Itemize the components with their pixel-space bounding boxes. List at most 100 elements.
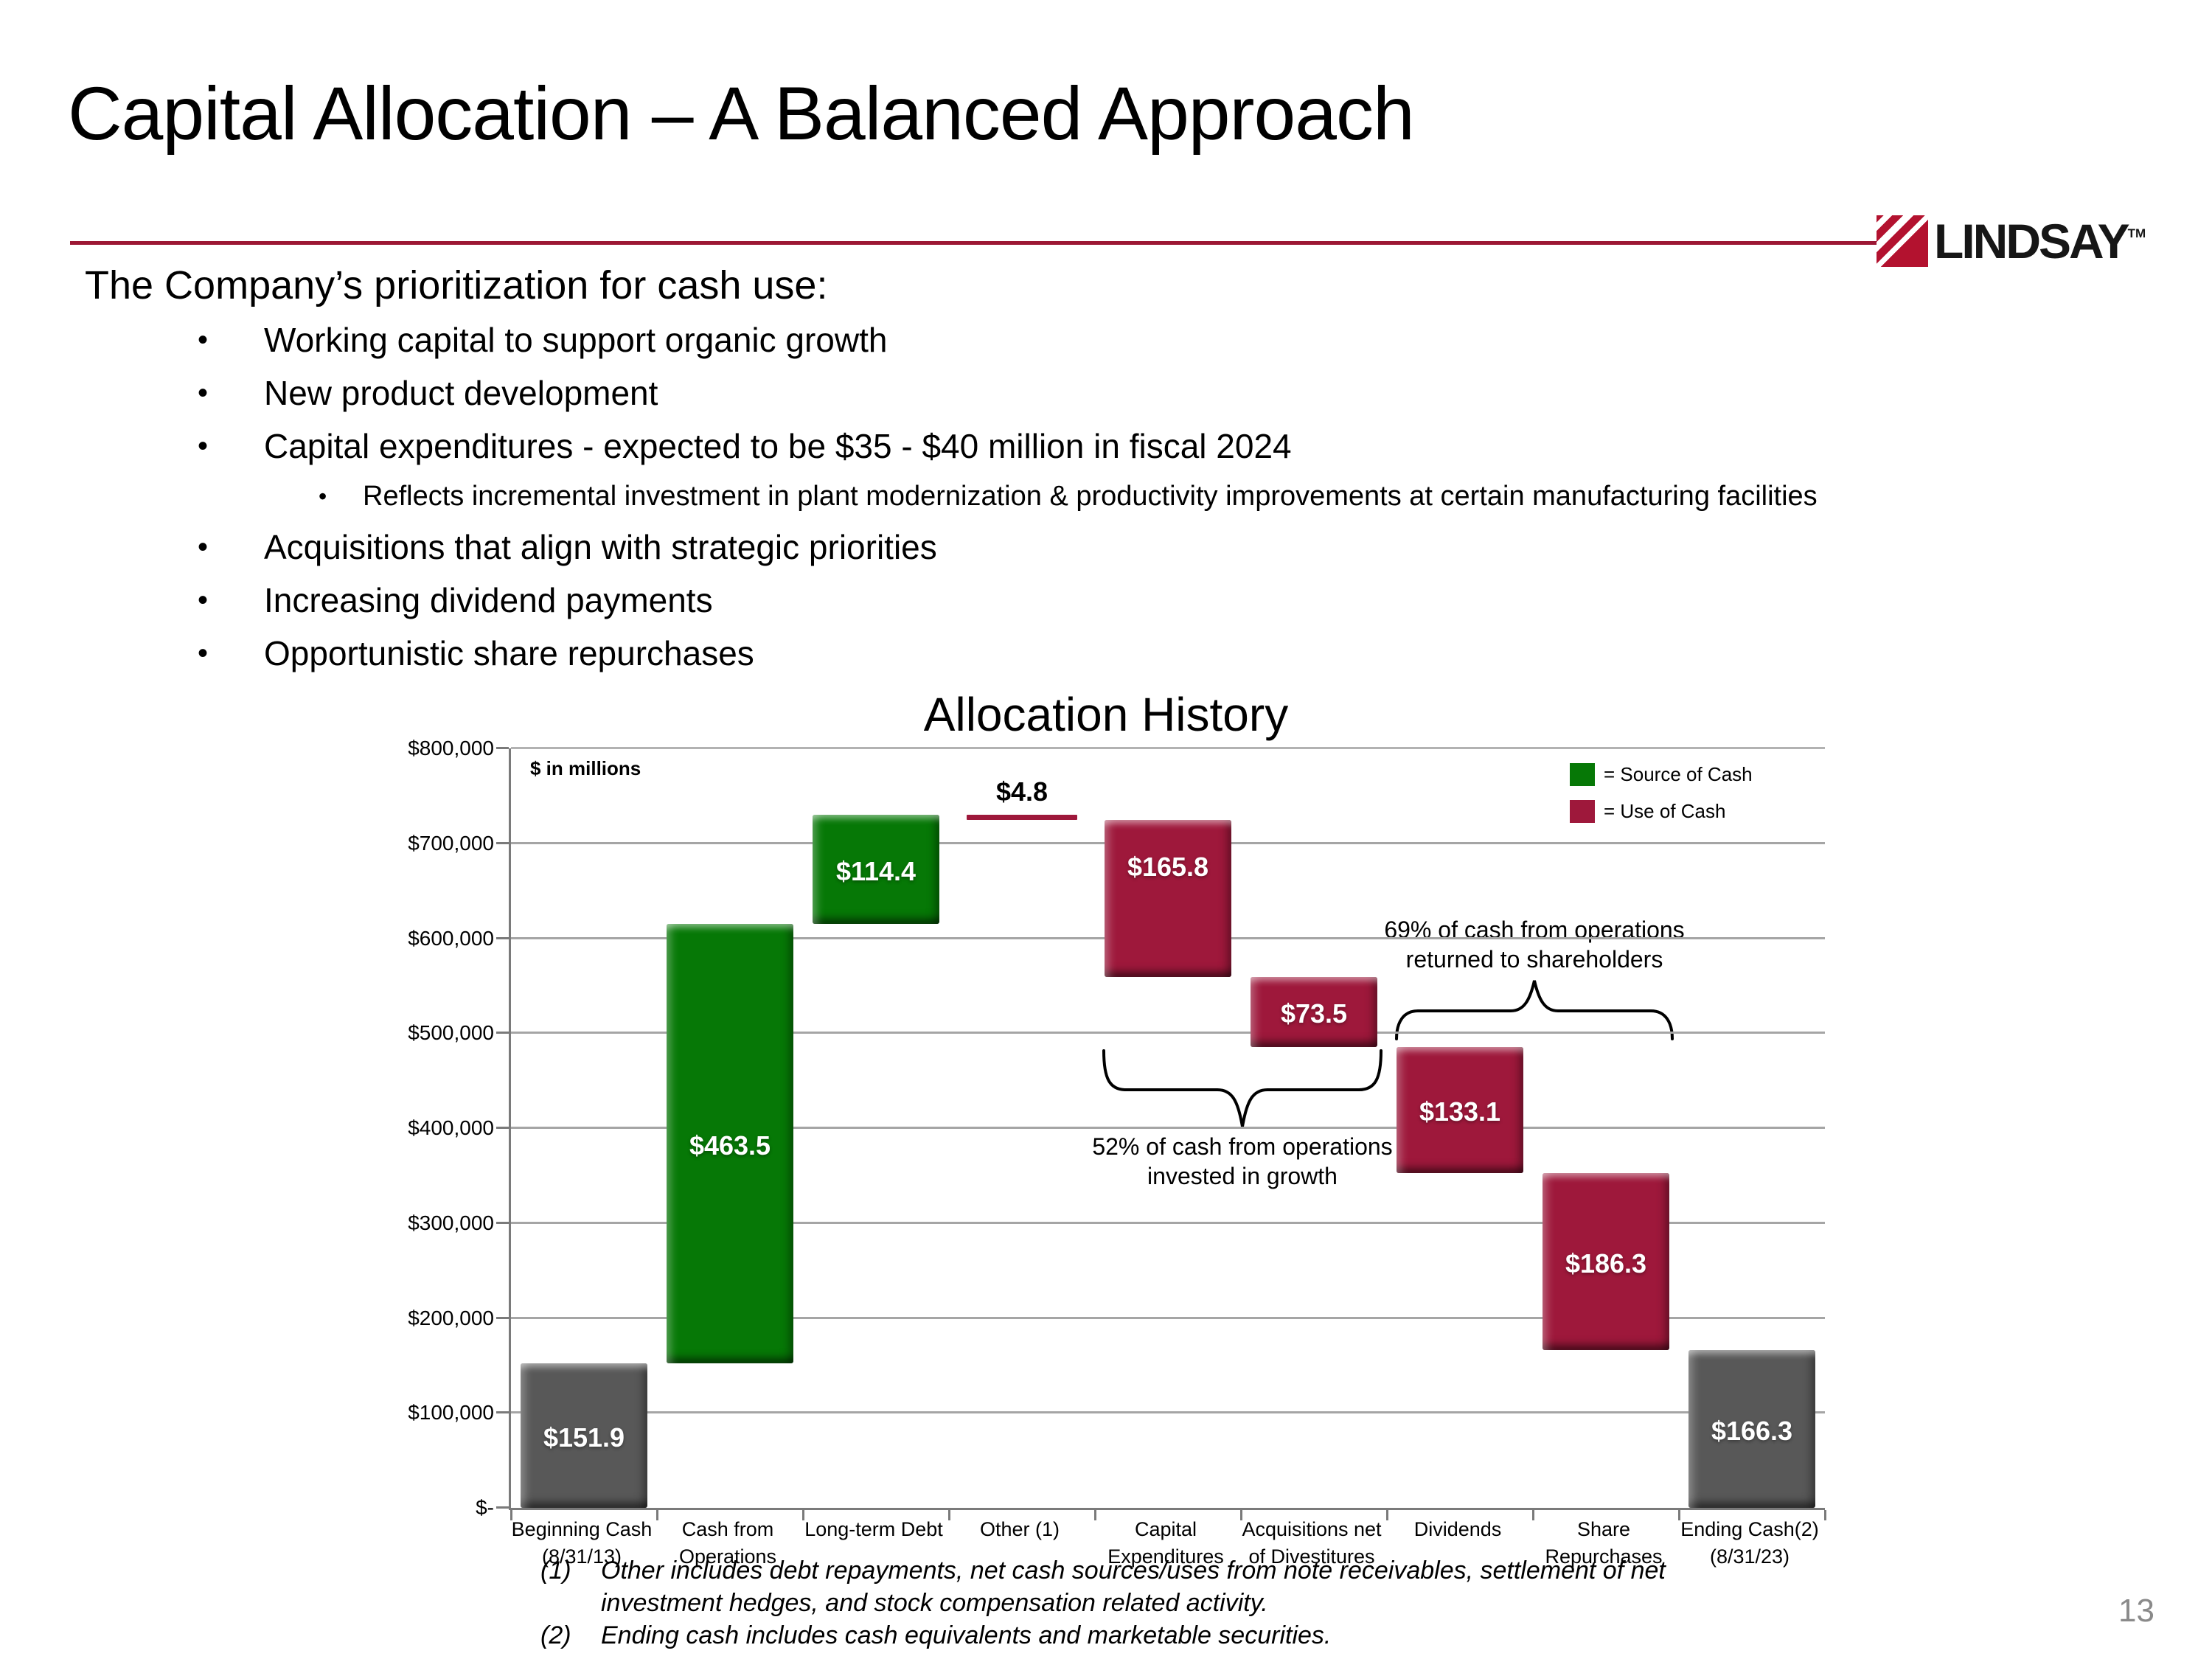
bar-cash-from-operations (667, 923, 793, 1364)
x-tick (510, 1510, 512, 1520)
y-tick-label: $700,000 (408, 831, 494, 855)
y-tick (496, 1506, 509, 1509)
legend-label: = Use of Cash (1604, 800, 1726, 822)
y-tick (496, 1032, 509, 1034)
x-category-line: Share (1576, 1518, 1631, 1540)
bar-acquisitions-net-of-divestitures (1251, 977, 1377, 1047)
x-category-line: Long-term Debt (804, 1518, 943, 1540)
bar-value-label: $165.8 (1127, 852, 1209, 883)
x-category-line: (8/31/23) (1709, 1545, 1790, 1568)
lindsay-logo-icon (1877, 215, 1928, 267)
bar-value-label: $114.4 (835, 856, 917, 887)
x-tick (1094, 1510, 1096, 1520)
bullet-list: • Working capital to support organic grow… (0, 313, 2168, 680)
x-category-label: Share Repurchases (1531, 1516, 1677, 1571)
y-tick (496, 936, 509, 939)
y-tick-label: $600,000 (408, 926, 494, 950)
x-category-line: Cash from (681, 1518, 774, 1540)
footnote-2-marker: (2) (540, 1621, 571, 1649)
shareholders-annotation-line2: returned to shareholders (1405, 946, 1663, 973)
y-tick (496, 1127, 509, 1129)
chart-title: Allocation History (923, 688, 1289, 741)
x-category-line: (8/31/13) (541, 1545, 622, 1568)
y-tick-label: $400,000 (408, 1116, 494, 1139)
x-tick (1678, 1510, 1680, 1520)
bar-share-repurchases (1543, 1173, 1669, 1350)
x-tick (656, 1510, 658, 1520)
footnote-2-text: Ending cash includes cash equivalents an… (601, 1621, 1332, 1649)
bullet-text: Reflects incremental investment in plant… (363, 481, 1818, 512)
y-tick-label: $- (476, 1496, 494, 1519)
x-category-label: Cash from Operations (655, 1516, 801, 1571)
x-category-line: Acquisitions net (1242, 1518, 1382, 1540)
footnote-1-marker: (1) (540, 1557, 571, 1585)
bullet-marker: • (319, 483, 327, 509)
y-tick-label: $300,000 (408, 1211, 494, 1234)
bullet-marker: • (198, 377, 209, 409)
y-tick-label: $800,000 (408, 737, 494, 759)
shareholders-annotation: 69% of cash from operations returned to … (1328, 915, 1741, 974)
x-category-label: Dividends (1385, 1516, 1531, 1543)
bar-value-label: $133.1 (1419, 1096, 1501, 1127)
gridline-$400,000 (511, 1127, 1825, 1129)
page-number: 13 (2118, 1593, 2154, 1629)
shareholders-annotation-line1: 69% of cash from operations (1384, 917, 1685, 943)
footnotes: (1) Other includes debt repayments, net … (540, 1554, 1794, 1652)
bullet-item-5: • Acquisitions that align with strategic … (0, 521, 2168, 574)
footnote-2: (2) Ending cash includes cash equivalent… (540, 1619, 1794, 1652)
y-tick (496, 1316, 509, 1319)
footnote-1: (1) Other includes debt repayments, net … (540, 1554, 1794, 1619)
bar-value-label: $151.9 (543, 1422, 625, 1453)
x-category-label: Other (1) (947, 1516, 1093, 1543)
bullet-item-4: • Reflects incremental investment in plan… (0, 473, 2168, 521)
bar-value-label: $463.5 (689, 1130, 771, 1161)
gridline-$800,000 (511, 747, 1825, 749)
bullet-item-7: • Opportunistic share repurchases (0, 627, 2168, 680)
x-category-line: Repurchases (1545, 1545, 1663, 1568)
x-tick (1824, 1510, 1826, 1520)
shareholders-brace (1395, 980, 1674, 1040)
y-tick (496, 841, 509, 844)
bar-value-label: $166.3 (1711, 1415, 1793, 1446)
y-tick (496, 1411, 509, 1414)
bar-ending-cash-2-8-31-23- (1688, 1349, 1815, 1508)
lindsay-wordmark: LINDSAY (1934, 214, 2130, 268)
bullet-marker: • (198, 324, 209, 356)
footnote-1-text: Other includes debt repayments, net cash… (601, 1557, 1666, 1617)
x-category-line: Capital (1134, 1518, 1197, 1540)
plot-area: $ in millions = Source of Cash = Use of C… (496, 747, 1826, 1520)
x-category-line: Dividends (1413, 1518, 1502, 1540)
bar-capital-expenditures (1105, 819, 1231, 978)
y-axis-labels: $- $100,000 $200,000 $300,000 $400,000 $500,0… (310, 737, 494, 1519)
bar-value-label: $73.5 (1280, 998, 1348, 1029)
bullet-item-3: • Capital expenditures - expected to be $… (0, 420, 2168, 473)
gridline-$300,000 (511, 1221, 1825, 1224)
growth-annotation-line1: 52% of cash from operations (1092, 1133, 1393, 1160)
y-tick (496, 1221, 509, 1224)
x-category-line: Other (1) (979, 1518, 1060, 1540)
bar-beginning-cash-8-31-13- (521, 1363, 647, 1508)
y-tick-label: $500,000 (408, 1021, 494, 1045)
legend-item-use: = Use of Cash (1570, 800, 1753, 823)
x-category-label: Long-term Debt (801, 1516, 947, 1543)
bar-long-term-debt (813, 815, 939, 924)
bar-dividends (1397, 1046, 1523, 1174)
growth-brace (1102, 1049, 1382, 1127)
bar-value-label: $4.8 (995, 776, 1048, 807)
page-title: Capital Allocation – A Balanced Approach (68, 72, 1415, 156)
x-category-label: Capital Expenditures (1093, 1516, 1239, 1571)
lindsay-logo-text: LINDSAYTM (1934, 213, 2146, 269)
y-tick-label: $200,000 (408, 1306, 494, 1329)
growth-annotation: 52% of cash from operations invested in … (1036, 1132, 1449, 1191)
x-tick (1240, 1510, 1242, 1520)
bullet-text: Working capital to support organic growt… (264, 321, 888, 359)
y-tick-label: $100,000 (408, 1401, 494, 1425)
bullet-item-6: • Increasing dividend payments (0, 574, 2168, 627)
x-category-label: Acquisitions net of Divestitures (1239, 1516, 1385, 1571)
x-category-label: Beginning Cash (8/31/13) (509, 1516, 655, 1571)
growth-annotation-line2: invested in growth (1147, 1163, 1338, 1189)
bullet-text: Opportunistic share repurchases (264, 634, 754, 672)
x-category-label: Ending Cash(2) (8/31/23) (1677, 1516, 1823, 1571)
bullet-item-1: • Working capital to support organic grow… (0, 313, 2168, 366)
